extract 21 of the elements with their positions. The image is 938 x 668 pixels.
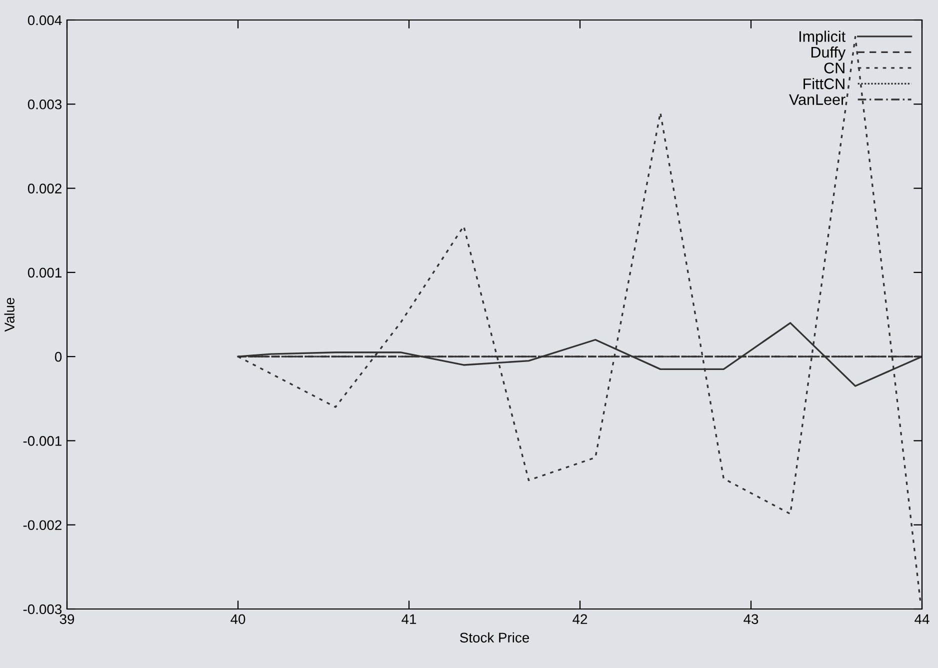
x-tick-label: 42: [572, 614, 588, 624]
x-tick-label: 40: [230, 614, 246, 624]
legend-label: Implicit: [799, 30, 846, 45]
y-tick-label: 0.001: [28, 268, 62, 278]
legend-label: VanLeer: [789, 94, 846, 105]
legend-label: Duffy: [811, 46, 846, 61]
x-tick-label: 43: [744, 614, 758, 624]
x-tick-label: 44: [914, 614, 930, 624]
y-tick-label: -0.003: [23, 604, 62, 614]
y-tick-label: -0.002: [23, 520, 62, 530]
x-tick-label: 39: [60, 614, 74, 624]
y-tick-label: 0.002: [28, 184, 62, 194]
y-tick-label: 0.004: [28, 15, 62, 26]
x-axis-title: Stock Price: [460, 632, 530, 643]
y-tick-label: -0.001: [23, 436, 62, 446]
legend-label: CN: [824, 62, 844, 74]
y-axis-title: Value: [4, 298, 14, 332]
y-tick-label: 0: [54, 352, 62, 362]
y-tick-label: 0.003: [28, 99, 62, 110]
legend-label: FittCN: [804, 78, 844, 90]
x-tick-label: 41: [402, 614, 416, 624]
